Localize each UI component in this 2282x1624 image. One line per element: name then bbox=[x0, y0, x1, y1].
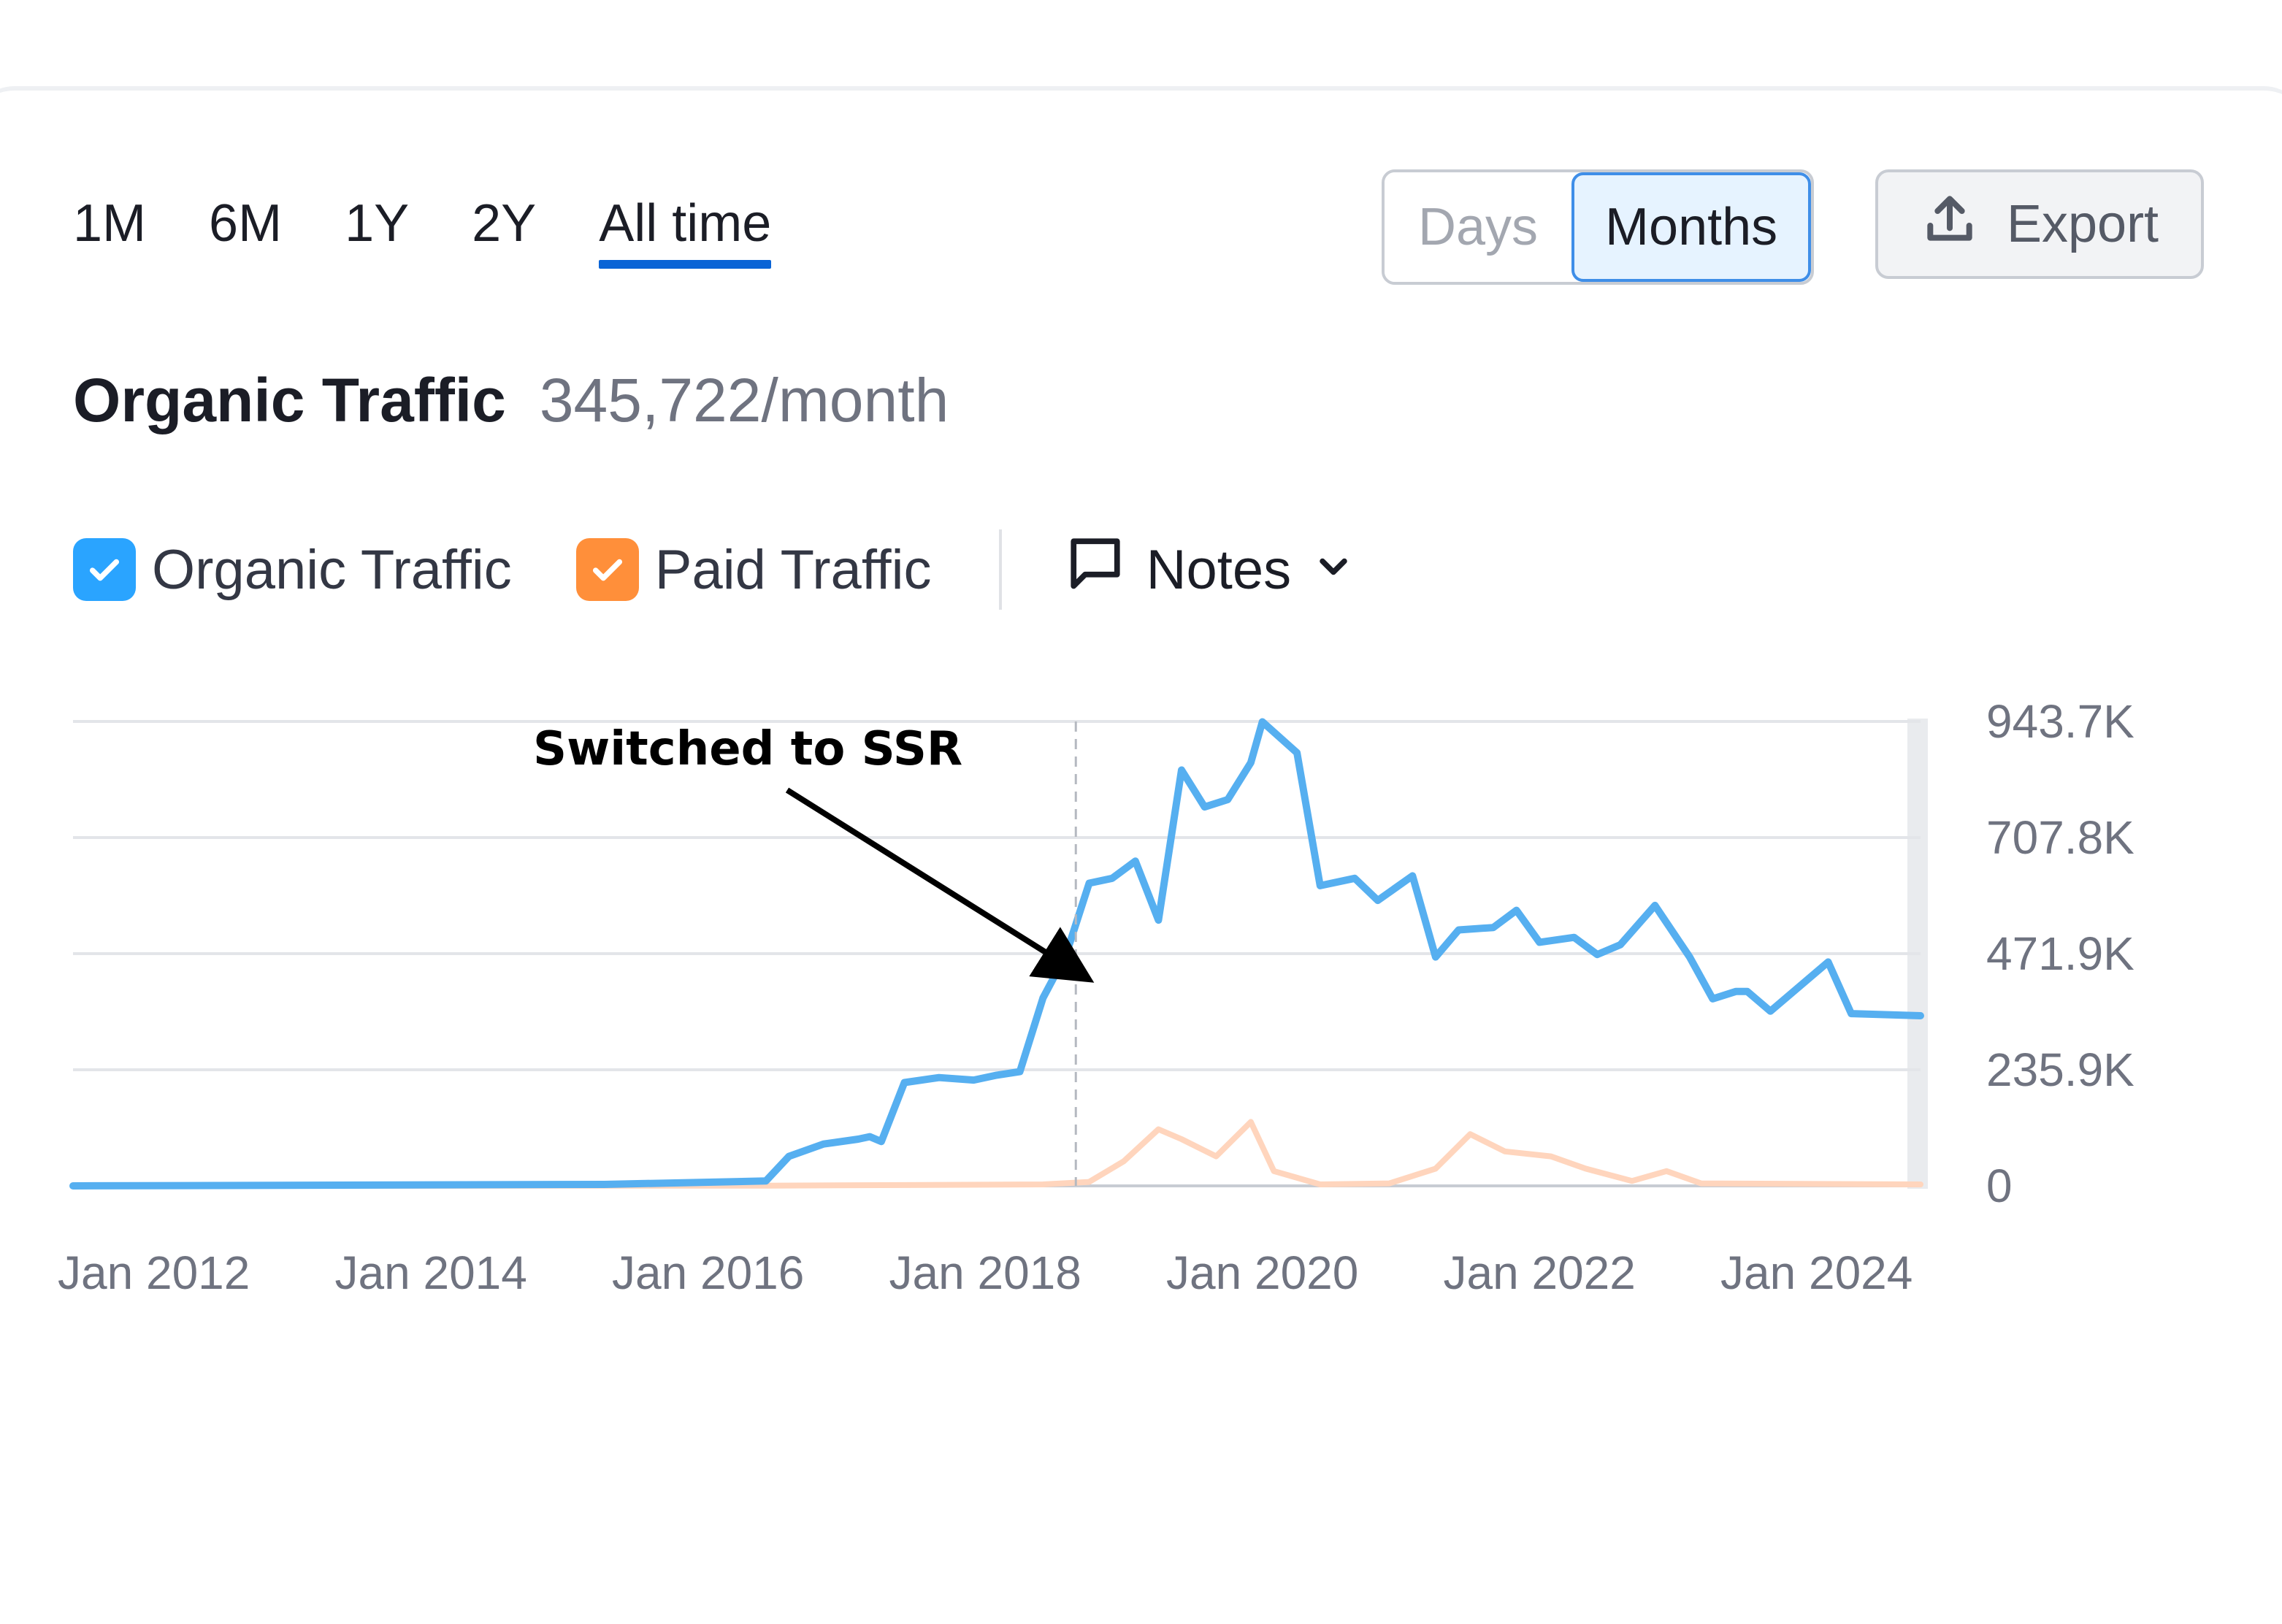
legend-paid-label: Paid Traffic bbox=[654, 538, 932, 601]
notes-label: Notes bbox=[1146, 538, 1292, 601]
legend: Organic Traffic Paid Traffic Notes bbox=[73, 529, 1355, 610]
legend-divider bbox=[998, 529, 1002, 610]
x-tick-label: Jan 2020 bbox=[1166, 1246, 1358, 1299]
period-selector: 1M 6M 1Y 2Y All time bbox=[73, 191, 772, 269]
page-title: Organic Traffic bbox=[73, 366, 506, 434]
x-tick-label: Jan 2024 bbox=[1720, 1246, 1912, 1299]
y-tick-label: 235.9K bbox=[1986, 1043, 2134, 1096]
x-tick-label: Jan 2012 bbox=[58, 1246, 250, 1299]
annotation-arrow bbox=[785, 787, 1095, 983]
period-1y[interactable]: 1Y bbox=[345, 194, 410, 253]
x-tick-label: Jan 2018 bbox=[889, 1246, 1081, 1299]
export-button[interactable]: Export bbox=[1875, 169, 2204, 279]
traffic-chart: 0 235.9K 471.9K 707.8K 943.7K Jan 2012 Jan 201… bbox=[58, 695, 2134, 1299]
days-button[interactable]: Days bbox=[1385, 172, 1572, 282]
period-1m[interactable]: 1M bbox=[73, 194, 147, 253]
annotation-label: Switched to SSR bbox=[533, 722, 962, 776]
check-icon[interactable] bbox=[73, 538, 136, 601]
upload-icon bbox=[1921, 189, 1979, 260]
period-all-time[interactable]: All time bbox=[599, 191, 772, 269]
x-tick-label: Jan 2016 bbox=[612, 1246, 804, 1299]
panel-card bbox=[0, 86, 2282, 1624]
months-button[interactable]: Months bbox=[1571, 172, 1812, 282]
x-tick-label: Jan 2022 bbox=[1444, 1246, 1636, 1299]
granularity-toggle: Days Months bbox=[1382, 169, 1815, 285]
x-tick-label: Jan 2014 bbox=[335, 1246, 527, 1299]
comment-icon bbox=[1065, 532, 1126, 607]
traffic-value: 345,722/month bbox=[539, 366, 949, 434]
paid-traffic-line bbox=[70, 1119, 1923, 1189]
legend-organic-label: Organic Traffic bbox=[152, 538, 512, 601]
check-icon[interactable] bbox=[575, 538, 639, 601]
export-label: Export bbox=[2006, 195, 2159, 253]
y-tick-label: 471.9K bbox=[1986, 927, 2134, 980]
period-2y[interactable]: 2Y bbox=[472, 194, 537, 253]
y-tick-label: 0 bbox=[1986, 1160, 2013, 1212]
chevron-down-icon bbox=[1312, 538, 1355, 602]
period-6m[interactable]: 6M bbox=[209, 194, 283, 253]
y-tick-label: 943.7K bbox=[1986, 695, 2134, 748]
organic-traffic-line bbox=[69, 718, 1924, 1190]
legend-paid-toggle[interactable]: Paid Traffic bbox=[575, 538, 932, 602]
notes-dropdown[interactable]: Notes bbox=[1065, 532, 1356, 607]
chart-header: Organic Traffic 345,722/month bbox=[73, 365, 949, 436]
y-tick-label: 707.8K bbox=[1986, 811, 2134, 864]
legend-organic-toggle[interactable]: Organic Traffic bbox=[73, 538, 512, 602]
